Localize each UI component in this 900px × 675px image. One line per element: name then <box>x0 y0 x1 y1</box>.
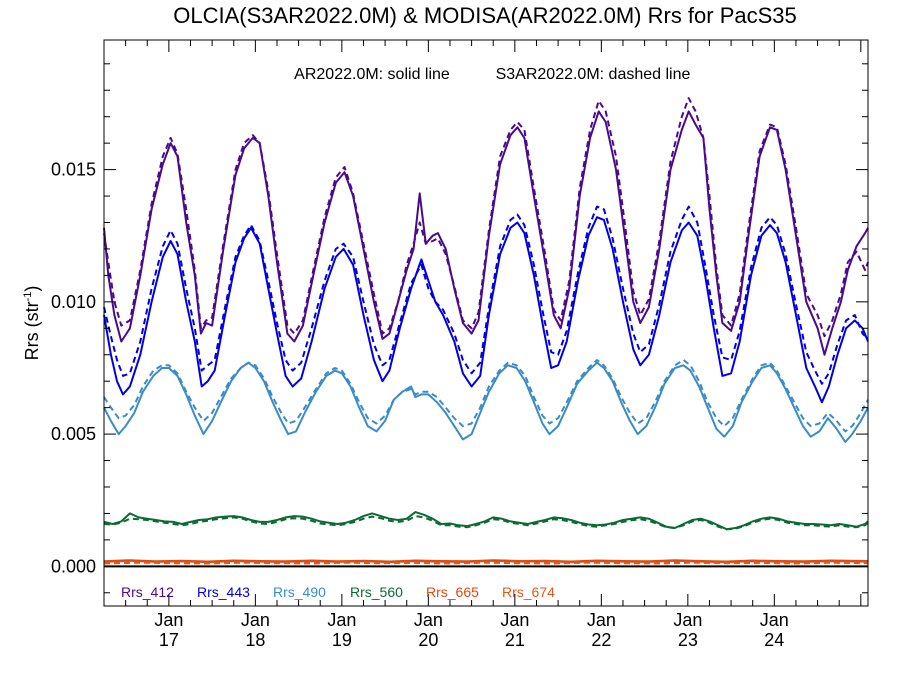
series-layer <box>103 97 869 565</box>
x-tick-month-label: Jan <box>154 610 183 630</box>
y-tick-label: 0.000 <box>51 556 96 576</box>
series-s443-solid-line <box>103 216 869 404</box>
x-tick-month-label: Jan <box>414 610 443 630</box>
x-tick-year-label: 24 <box>764 630 784 650</box>
legend-entry-s490: Rrs_490 <box>273 584 326 600</box>
chart-title: OLCIA(S3AR2022.0M) & MODISA(AR2022.0M) R… <box>173 3 797 28</box>
y-axis-label-main: Rrs (str <box>22 301 42 360</box>
x-tick-month-label: Jan <box>327 610 356 630</box>
x-tick-year-label: 21 <box>505 630 525 650</box>
annotation-dashed: S3AR2022.0M: dashed line <box>496 66 691 83</box>
x-tick-month-label: Jan <box>587 610 616 630</box>
y-tick-label: 0.010 <box>51 292 96 312</box>
series-s490-dashed-line <box>103 359 869 433</box>
y-tick-label: 0.005 <box>51 424 96 444</box>
x-tick-month-label: Jan <box>673 610 702 630</box>
x-tick-month-label: Jan <box>500 610 529 630</box>
series-s412-dashed-line <box>103 97 869 338</box>
x-tick-year-label: 20 <box>418 630 438 650</box>
legend-entry-s665: Rrs_665 <box>426 584 479 600</box>
x-tick-year-label: 18 <box>245 630 265 650</box>
y-axis-ticks: 0.000 0.005 0.010 0.015 <box>51 63 868 594</box>
x-tick-month-label: Jan <box>760 610 789 630</box>
x-tick-month-label: Jan <box>241 610 270 630</box>
x-tick-year-label: 17 <box>159 630 179 650</box>
x-tick-year-label: 23 <box>678 630 698 650</box>
series-s560-dashed-line <box>103 515 869 531</box>
legend: Rrs_412 Rrs_443 Rrs_490 Rrs_560 Rrs_665 Rrs_6… <box>121 584 555 600</box>
series-s674-dashed-line <box>103 561 869 565</box>
x-tick-year-label: 19 <box>332 630 352 650</box>
series-s412-solid-line <box>103 110 869 356</box>
y-axis-label: Rrs (str-1) <box>22 286 42 361</box>
y-tick-label: 0.015 <box>51 160 96 180</box>
series-s560-solid-line <box>103 511 869 531</box>
series-s490-solid-line <box>103 361 869 443</box>
legend-entry-s443: Rrs_443 <box>197 584 250 600</box>
series-s443-dashed-line <box>103 205 869 385</box>
annotation-solid: AR2022.0M: solid line <box>294 66 450 83</box>
x-tick-year-label: 22 <box>591 630 611 650</box>
legend-entry-s560: Rrs_560 <box>350 584 403 600</box>
legend-entry-s674: Rrs_674 <box>502 584 555 600</box>
y-axis-label-close: ) <box>22 286 42 292</box>
legend-entry-s412: Rrs_412 <box>121 584 174 600</box>
y-axis-label-superscript: -1 <box>22 292 34 302</box>
plot-frame <box>103 39 869 607</box>
